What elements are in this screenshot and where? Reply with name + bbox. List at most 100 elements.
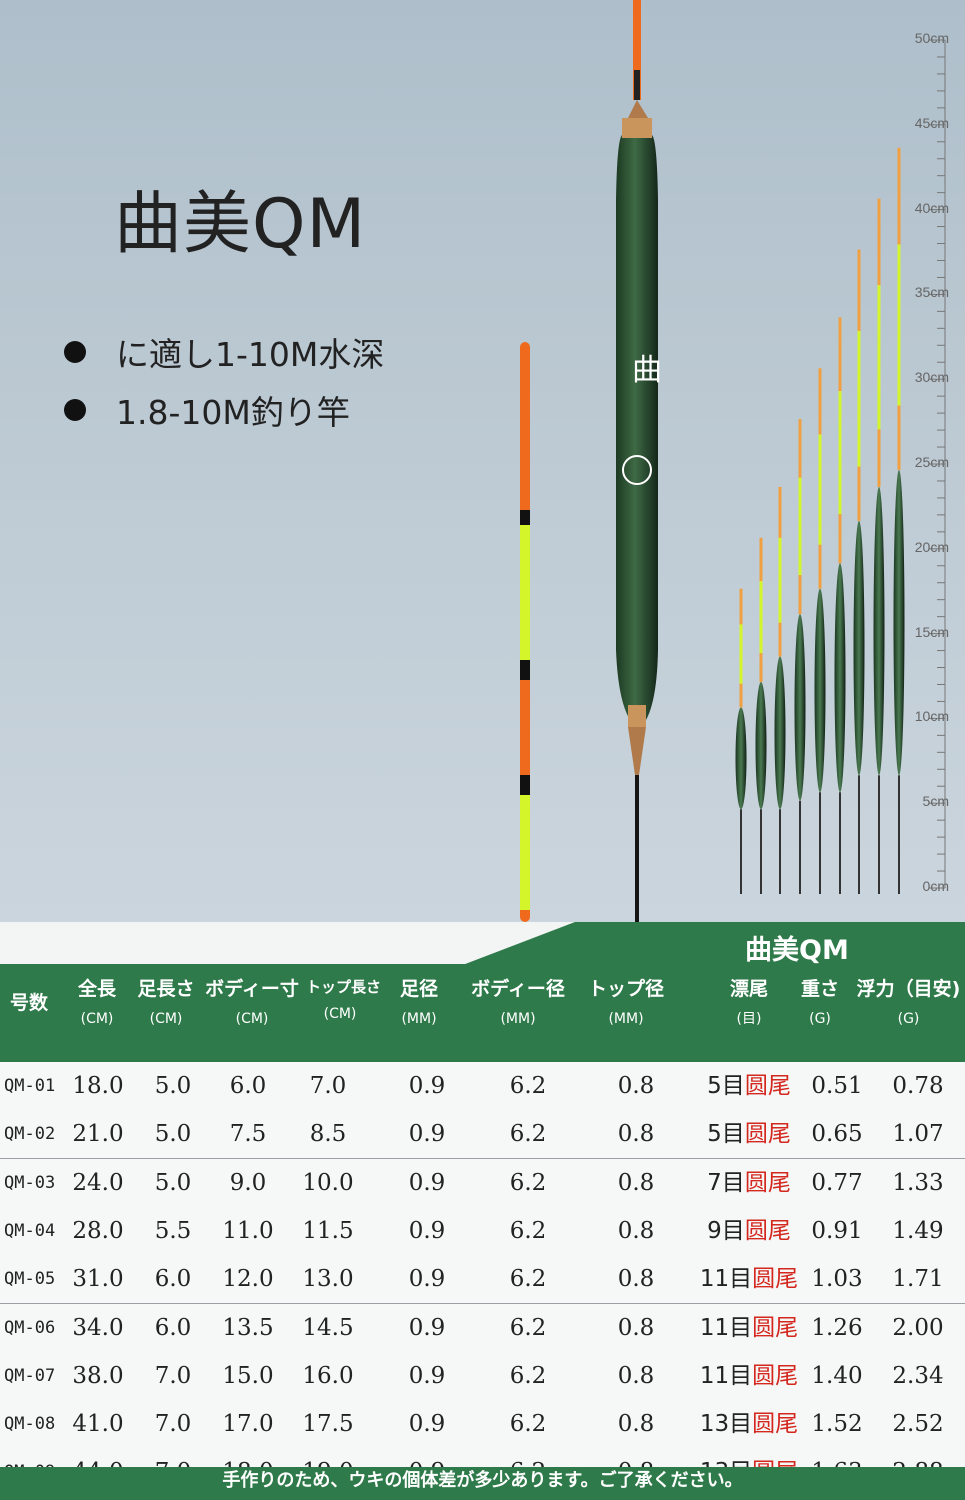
table-banner (460, 922, 965, 966)
lineup-float (814, 368, 826, 894)
spec-table: 曲美QM 号数 全長 (CM) 足長さ (CM) ボディー寸 (CM) トップ長さ (CM) 足径… (0, 922, 965, 1500)
ruler-label: 25cm (914, 454, 949, 470)
cell-foot: 6.0 (154, 1266, 192, 1293)
cell-code: QM-02 (4, 1124, 56, 1145)
ruler-label: 10cm (914, 708, 949, 725)
cell-foot_d: 0.9 (408, 1073, 446, 1099)
table-title: 曲美QM (745, 935, 849, 966)
cell-body_d: 6.2 (509, 1073, 547, 1099)
cell-body: 13.5 (222, 1314, 274, 1341)
cell-body_d: 6.2 (509, 1217, 547, 1244)
feature-bullet-rod: 1.8-10M釣り竿 (64, 386, 350, 434)
cell-code: QM-07 (4, 1365, 56, 1386)
cell-total: 21.0 (72, 1121, 124, 1148)
table-row: QM-07 38.0 7.0 15.0 16.0 0.9 6.2 0.8 11目圆尾 1.40 2.… (0, 1351, 965, 1401)
ruler-label: 20cm (914, 538, 949, 555)
cell-foot_d: 0.9 (408, 1314, 446, 1341)
cell-top: 11.5 (302, 1217, 354, 1244)
cell-top: 14.5 (302, 1314, 354, 1341)
cell-weight: 0.51 (811, 1073, 863, 1099)
cell-total: 34.0 (72, 1314, 124, 1341)
float-body-logo: 曲 (632, 353, 662, 388)
float-tip-closeup (520, 342, 530, 922)
cell-tail: 11目圆尾 (699, 1314, 799, 1341)
table-row: QM-03 24.0 5.0 9.0 10.0 0.9 6.2 0.8 7目圆尾 0.77 1.33 (0, 1158, 965, 1208)
cell-top_d: 0.8 (617, 1266, 655, 1293)
large-float: 曲 (616, 0, 662, 922)
lineup-float (853, 249, 865, 894)
product-title: 曲美QM (114, 185, 367, 264)
cell-code: QM-03 (4, 1172, 56, 1193)
cell-buoy: 0.78 (892, 1073, 944, 1099)
cell-buoy: 2.00 (892, 1314, 944, 1341)
cell-body_d: 6.2 (509, 1411, 547, 1438)
table-row: QM-05 31.0 6.0 12.0 13.0 0.9 6.2 0.8 11目圆尾 1.03 1.… (0, 1255, 965, 1305)
cell-tail: 5目圆尾 (707, 1073, 791, 1099)
ruler (929, 39, 946, 889)
cell-code: QM-04 (4, 1220, 56, 1241)
cell-weight: 1.03 (811, 1266, 863, 1293)
ruler-label: 45cm (914, 114, 949, 131)
cell-total: 38.0 (72, 1362, 124, 1389)
cell-body_d: 6.2 (509, 1169, 547, 1196)
cell-body_d: 6.2 (509, 1362, 547, 1389)
cell-top_d: 0.8 (617, 1314, 655, 1341)
ruler-label: 40cm (914, 199, 949, 216)
cell-foot_d: 0.9 (408, 1362, 446, 1389)
header-cell-5: 足径 (MM) (399, 978, 438, 1027)
lineup-float (893, 147, 905, 894)
header-cell-7: トップ径 (MM) (587, 978, 664, 1027)
cell-weight: 0.77 (811, 1169, 863, 1196)
ruler-label: 30cm (914, 369, 949, 386)
cell-total: 31.0 (72, 1266, 124, 1293)
cell-top_d: 0.8 (617, 1169, 655, 1196)
cell-total: 28.0 (72, 1217, 124, 1244)
cell-tail: 5目圆尾 (707, 1121, 791, 1148)
cell-top_d: 0.8 (617, 1073, 655, 1099)
cell-foot: 7.0 (154, 1411, 192, 1438)
lineup-float (873, 198, 885, 894)
ruler-label: 5cm (922, 793, 949, 810)
cell-buoy: 2.52 (892, 1411, 944, 1438)
cell-body_d: 6.2 (509, 1314, 547, 1341)
cell-foot_d: 0.9 (408, 1217, 446, 1244)
header-cell-9: 重さ (G) (800, 978, 839, 1027)
cell-buoy: 2.34 (892, 1362, 944, 1389)
table-row: QM-04 28.0 5.5 11.0 11.5 0.9 6.2 0.8 9目圆尾 0.91 1.4… (0, 1206, 965, 1256)
cell-body_d: 6.2 (509, 1266, 547, 1293)
ruler-label: 50cm (914, 30, 949, 46)
cell-body: 17.0 (222, 1411, 274, 1438)
cell-top: 8.5 (309, 1121, 347, 1148)
cell-buoy: 1.49 (892, 1217, 944, 1244)
cell-weight: 1.52 (811, 1411, 863, 1438)
cell-top: 17.5 (302, 1411, 354, 1438)
cell-foot_d: 0.9 (408, 1169, 446, 1196)
product-hero: 曲 曲美QM に適し1-10M水深 1.8-10M釣り竿 50cm 45cm 40c… (0, 0, 965, 922)
cell-top: 10.0 (302, 1169, 354, 1196)
cell-top_d: 0.8 (617, 1121, 655, 1148)
cell-weight: 0.65 (811, 1121, 863, 1148)
feature-bullet-depth: に適し1-10M水深 (64, 328, 384, 376)
cell-foot_d: 0.9 (408, 1266, 446, 1293)
float-size-lineup (735, 147, 905, 894)
cell-body: 12.0 (222, 1266, 274, 1293)
lineup-float (774, 486, 786, 894)
cell-foot: 5.0 (154, 1073, 192, 1099)
header-cell-1: 全長 (CM) (77, 978, 116, 1027)
cell-top_d: 0.8 (617, 1362, 655, 1389)
bullet-dot-icon (64, 341, 86, 363)
table-row: QM-01 18.0 5.0 6.0 7.0 0.9 6.2 0.8 5目圆尾 0.51 0.78 (0, 1062, 965, 1111)
cell-total: 41.0 (72, 1411, 124, 1438)
cell-top: 13.0 (302, 1266, 354, 1293)
lineup-float (755, 537, 767, 894)
float-illustration: 曲 (520, 0, 946, 922)
cell-top: 16.0 (302, 1362, 354, 1389)
cell-top_d: 0.8 (617, 1411, 655, 1438)
cell-tail: 13目圆尾 (699, 1411, 799, 1438)
cell-code: QM-06 (4, 1317, 56, 1338)
cell-weight: 1.40 (811, 1362, 863, 1389)
cell-total: 24.0 (72, 1169, 124, 1196)
header-cell-2: 足長さ (CM) (137, 978, 195, 1027)
cell-top_d: 0.8 (617, 1217, 655, 1244)
header-cell-4: トップ長さ (CM) (306, 978, 382, 1022)
